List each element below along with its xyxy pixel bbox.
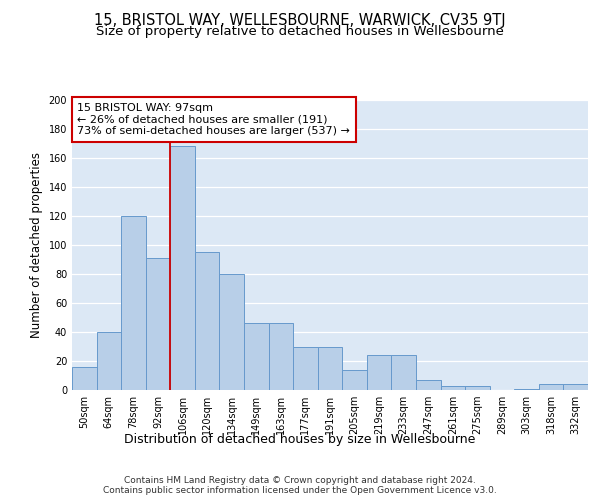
Text: Contains HM Land Registry data © Crown copyright and database right 2024.
Contai: Contains HM Land Registry data © Crown c…	[103, 476, 497, 495]
Bar	[342, 370, 367, 390]
Bar	[563, 384, 588, 390]
Bar	[318, 346, 342, 390]
Bar	[146, 258, 170, 390]
Bar	[170, 146, 195, 390]
Bar	[97, 332, 121, 390]
Text: 15, BRISTOL WAY, WELLESBOURNE, WARWICK, CV35 9TJ: 15, BRISTOL WAY, WELLESBOURNE, WARWICK, …	[94, 12, 506, 28]
Bar	[293, 346, 318, 390]
Bar	[391, 355, 416, 390]
Text: Size of property relative to detached houses in Wellesbourne: Size of property relative to detached ho…	[96, 25, 504, 38]
Y-axis label: Number of detached properties: Number of detached properties	[30, 152, 43, 338]
Bar	[367, 355, 391, 390]
Bar	[195, 252, 220, 390]
Bar	[465, 386, 490, 390]
Bar	[269, 324, 293, 390]
Bar	[440, 386, 465, 390]
Bar	[244, 324, 269, 390]
Bar	[72, 367, 97, 390]
Text: 15 BRISTOL WAY: 97sqm
← 26% of detached houses are smaller (191)
73% of semi-det: 15 BRISTOL WAY: 97sqm ← 26% of detached …	[77, 103, 350, 136]
Bar	[121, 216, 146, 390]
Bar	[220, 274, 244, 390]
Text: Distribution of detached houses by size in Wellesbourne: Distribution of detached houses by size …	[124, 432, 476, 446]
Bar	[416, 380, 440, 390]
Bar	[514, 388, 539, 390]
Bar	[539, 384, 563, 390]
